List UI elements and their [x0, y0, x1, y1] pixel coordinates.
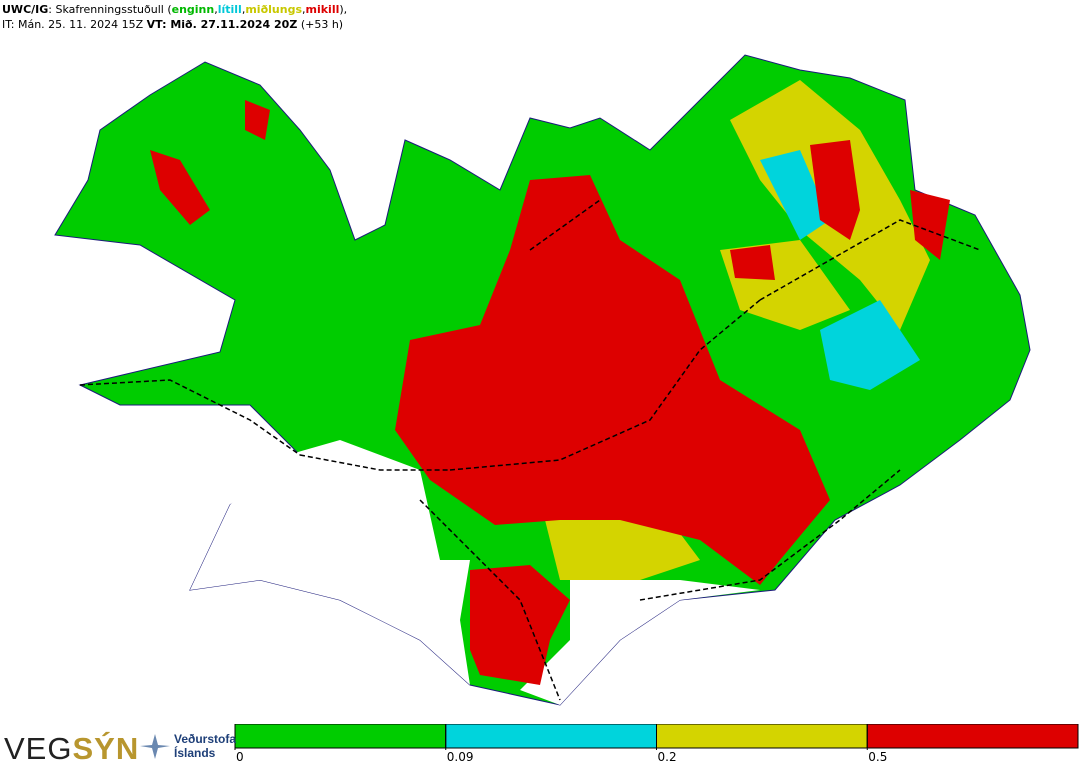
- legend-tick-label: 0.5: [868, 750, 887, 764]
- separator: ,: [302, 3, 306, 16]
- zone-red: [730, 245, 775, 280]
- class-name: lítill: [217, 3, 242, 16]
- header-line-1: UWC/IG: Skafrenningsstuðull (enginn,líti…: [2, 2, 347, 17]
- class-list: enginn,lítill,miðlungs,mikill: [172, 3, 340, 16]
- separator: ,: [214, 3, 218, 16]
- map: [54, 54, 1031, 706]
- logo-part: VEG: [4, 731, 73, 766]
- class-name: miðlungs: [245, 3, 302, 16]
- class-name: mikill: [305, 3, 340, 16]
- zone-cyan: [760, 150, 830, 240]
- zone-red: [150, 150, 210, 225]
- logo-star: [140, 734, 170, 759]
- logo-part: SÝN: [72, 731, 140, 766]
- valid-time: VT: Mið. 27.11.2024 20Z: [146, 18, 298, 31]
- legend-tick-label: 0.09: [447, 750, 474, 764]
- zone-red: [810, 140, 860, 240]
- logo-text: Veðurstofa: [174, 732, 237, 746]
- iceland-field: [54, 54, 1031, 706]
- vegsyn-logo: VEGSÝN: [4, 731, 139, 767]
- separator: ,: [241, 3, 246, 16]
- header-line-2: IT: Mán. 25. 11. 2024 15Z VT: Mið. 27.11…: [2, 17, 347, 32]
- zone-cyan: [820, 300, 920, 390]
- zone-red: [470, 565, 570, 685]
- south-blank: [520, 580, 760, 705]
- zone-red: [910, 190, 950, 260]
- legend-tick-label: 0.2: [658, 750, 677, 764]
- class-name: enginn: [171, 3, 215, 16]
- issue-time: IT: Mán. 25. 11. 2024 15Z: [2, 18, 144, 31]
- vedur-mark: [140, 734, 170, 759]
- zone-red: [395, 175, 830, 585]
- product: UWC/IG: [2, 3, 49, 16]
- legend: 0 0.09 0.2 0.5: [234, 724, 1079, 764]
- closing: ),: [339, 3, 348, 16]
- southwest-blank: [190, 440, 470, 685]
- legend-tick-label: 0: [236, 750, 244, 764]
- roads: [79, 199, 981, 701]
- legend-swatch: [234, 724, 447, 749]
- zone-red: [245, 100, 270, 140]
- legend-swatch: [445, 724, 657, 749]
- header: UWC/IG: Skafrenningsstuðull (enginn,líti…: [2, 2, 347, 32]
- lead-time: (+53 h): [300, 18, 344, 31]
- logo-text: Íslands: [174, 746, 216, 760]
- vedur-logo: Veðurstofa Íslands: [174, 732, 236, 760]
- legend-swatch: [866, 724, 1079, 749]
- title: : Skafrenningsstuðull (: [48, 3, 172, 16]
- legend-swatch: [656, 724, 868, 749]
